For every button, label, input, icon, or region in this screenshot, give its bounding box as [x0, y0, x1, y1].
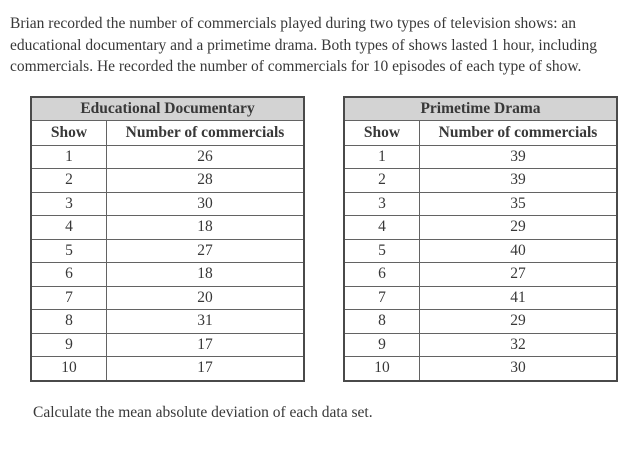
show-column-header: Show	[30, 119, 107, 146]
show-number-cell: 8	[30, 309, 107, 334]
column-header-row: Show Number of commercials	[343, 119, 618, 146]
show-number-cell: 8	[343, 309, 420, 334]
commercials-count-cell: 17	[106, 356, 305, 381]
table-row: 10 17	[30, 356, 305, 381]
show-column-header: Show	[343, 119, 420, 146]
table-body: 1 26 2 28 3 30 4 18 5 27 6 18 7 20 8 31 9 17 10 17	[30, 144, 305, 381]
tables-row: Educational Documentary Show Number of c…	[30, 95, 639, 382]
table-title: Educational Documentary	[30, 96, 305, 121]
table-row: 3 30	[30, 191, 305, 216]
commercials-count-cell: 35	[419, 191, 618, 216]
table-row: 10 30	[343, 356, 618, 381]
show-number-cell: 4	[343, 215, 420, 240]
commercials-column-header: Number of commercials	[419, 119, 618, 146]
show-number-cell: 10	[30, 356, 107, 381]
commercials-column-header: Number of commercials	[106, 119, 305, 146]
show-number-cell: 3	[343, 191, 420, 216]
commercials-count-cell: 32	[419, 332, 618, 357]
show-number-cell: 1	[343, 144, 420, 169]
table-row: 3 35	[343, 191, 618, 216]
show-number-cell: 5	[343, 238, 420, 263]
table-row: 5 27	[30, 238, 305, 263]
table-row: 9 32	[343, 332, 618, 357]
commercials-count-cell: 29	[419, 309, 618, 334]
educational-documentary-table: Educational Documentary Show Number of c…	[30, 95, 305, 382]
table-title-row: Educational Documentary	[30, 96, 305, 121]
show-number-cell: 7	[343, 285, 420, 310]
problem-statement: Brian recorded the number of commercials…	[10, 13, 639, 78]
show-number-cell: 3	[30, 191, 107, 216]
commercials-count-cell: 18	[106, 262, 305, 287]
show-number-cell: 6	[343, 262, 420, 287]
commercials-count-cell: 39	[419, 144, 618, 169]
table-row: 4 29	[343, 215, 618, 240]
show-number-cell: 2	[343, 168, 420, 193]
table-row: 7 20	[30, 285, 305, 310]
show-number-cell: 9	[343, 332, 420, 357]
table-row: 9 17	[30, 332, 305, 357]
table-row: 6 18	[30, 262, 305, 287]
show-number-cell: 9	[30, 332, 107, 357]
show-number-cell: 6	[30, 262, 107, 287]
commercials-count-cell: 27	[419, 262, 618, 287]
commercials-count-cell: 41	[419, 285, 618, 310]
show-number-cell: 1	[30, 144, 107, 169]
show-number-cell: 4	[30, 215, 107, 240]
commercials-count-cell: 31	[106, 309, 305, 334]
commercials-count-cell: 39	[419, 168, 618, 193]
table-row: 2 28	[30, 168, 305, 193]
commercials-count-cell: 28	[106, 168, 305, 193]
table-row: 4 18	[30, 215, 305, 240]
table-row: 6 27	[343, 262, 618, 287]
table-title-row: Primetime Drama	[343, 96, 618, 121]
commercials-count-cell: 17	[106, 332, 305, 357]
table-title: Primetime Drama	[343, 96, 618, 121]
commercials-count-cell: 26	[106, 144, 305, 169]
question-text: Calculate the mean absolute deviation of…	[33, 403, 373, 421]
column-header-row: Show Number of commercials	[30, 119, 305, 146]
problem-statement-line: educational documentary and a primetime …	[10, 36, 597, 54]
table-body: 1 39 2 39 3 35 4 29 5 40 6 27 7 41 8 29 9 32 10 30	[343, 144, 618, 381]
show-number-cell: 2	[30, 168, 107, 193]
table-row: 2 39	[343, 168, 618, 193]
commercials-count-cell: 29	[419, 215, 618, 240]
commercials-count-cell: 18	[106, 215, 305, 240]
show-number-cell: 5	[30, 238, 107, 263]
primetime-drama-table: Primetime Drama Show Number of commercia…	[343, 95, 618, 382]
commercials-count-cell: 20	[106, 285, 305, 310]
show-number-cell: 7	[30, 285, 107, 310]
table-row: 7 41	[343, 285, 618, 310]
commercials-count-cell: 27	[106, 238, 305, 263]
commercials-count-cell: 30	[106, 191, 305, 216]
table-row: 8 29	[343, 309, 618, 334]
table-row: 5 40	[343, 238, 618, 263]
problem-statement-line: commercials. He recorded the number of c…	[10, 58, 582, 75]
table-row: 1 39	[343, 144, 618, 169]
show-number-cell: 10	[343, 356, 420, 381]
table-row: 8 31	[30, 309, 305, 334]
problem-statement-line: Brian recorded the number of commercials…	[10, 15, 577, 32]
table-row: 1 26	[30, 144, 305, 169]
commercials-count-cell: 30	[419, 356, 618, 381]
commercials-count-cell: 40	[419, 238, 618, 263]
